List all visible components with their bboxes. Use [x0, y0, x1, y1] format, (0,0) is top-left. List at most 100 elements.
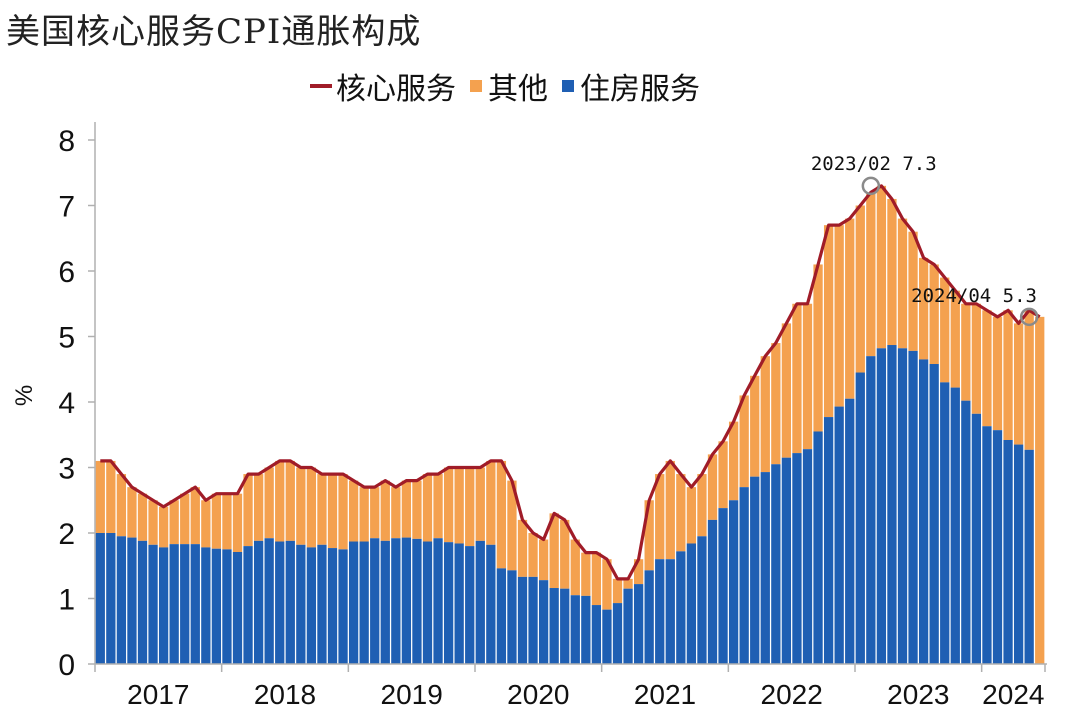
shelter-bar — [169, 544, 179, 664]
other-bar — [296, 467, 306, 545]
other-bar — [317, 474, 327, 545]
shelter-bar — [370, 538, 380, 664]
other-bar — [348, 480, 359, 542]
other-bar — [992, 316, 1003, 431]
shelter-bar — [707, 519, 718, 664]
shelter-bar — [813, 431, 823, 664]
y-tick-label: 6 — [58, 256, 75, 289]
other-bar — [982, 310, 992, 427]
shelter-bar — [116, 536, 127, 664]
other-bar — [496, 460, 507, 569]
other-bar — [739, 395, 749, 488]
other-bar — [422, 474, 433, 542]
shelter-bar — [676, 551, 686, 664]
other-bar — [243, 474, 253, 547]
shelter-bar — [327, 548, 338, 664]
shelter-bar — [940, 382, 950, 664]
other-bar — [697, 474, 707, 537]
other-bar — [264, 467, 274, 539]
shelter-bar — [137, 540, 148, 664]
shelter-bar — [728, 500, 739, 664]
other-bar — [327, 474, 338, 549]
shelter-bar — [845, 398, 855, 664]
other-bar — [528, 533, 538, 577]
legend-item-core: 核心服务 — [310, 64, 456, 108]
shelter-bar — [760, 472, 770, 664]
legend-line-swatch — [310, 84, 332, 88]
shelter-bar — [612, 603, 623, 664]
shelter-bar — [222, 549, 232, 664]
chart-title: 美国核心服务CPI通胀构成 — [6, 12, 422, 52]
chart-legend: 核心服务 其他 住房服务 — [310, 64, 714, 108]
other-bar — [560, 519, 570, 589]
shelter-bar — [528, 576, 538, 664]
other-bar — [465, 467, 475, 547]
series-other-bars — [95, 185, 1045, 664]
other-bar — [950, 290, 960, 388]
other-bar — [275, 460, 285, 542]
shelter-bar — [560, 588, 570, 664]
y-tick-label: 3 — [58, 453, 75, 486]
shelter-bar — [570, 595, 580, 664]
other-bar — [232, 493, 243, 552]
x-tick-label: 2022 — [761, 679, 823, 710]
other-bar — [971, 303, 982, 414]
shelter-bar — [1013, 444, 1024, 664]
shelter-bar — [475, 540, 485, 664]
x-tick-label: 2023 — [887, 679, 949, 710]
shelter-bar — [433, 538, 443, 664]
shelter-bar — [338, 549, 348, 664]
shelter-bar — [348, 541, 359, 664]
shelter-bar — [802, 449, 813, 664]
other-bar — [961, 303, 971, 401]
other-bar — [591, 552, 602, 606]
other-bar — [222, 493, 232, 550]
other-bar — [644, 500, 654, 571]
other-bar — [792, 303, 802, 454]
shelter-bar — [380, 540, 390, 664]
shelter-bar — [359, 541, 369, 664]
shelter-bar — [792, 453, 802, 664]
other-bar — [665, 460, 675, 560]
other-bar — [940, 277, 950, 383]
annotation-label: 2024/04 5.3 — [911, 285, 1037, 307]
y-axis-label: % — [11, 385, 38, 406]
core-services-line — [100, 184, 1041, 581]
x-tick-label: 2018 — [254, 679, 316, 710]
legend-item-shelter: 住房服务 — [562, 64, 700, 108]
legend-box-swatch — [562, 80, 574, 92]
other-bar — [412, 480, 422, 539]
shelter-bar — [296, 544, 306, 664]
other-bar — [612, 578, 623, 604]
other-bar — [359, 487, 369, 542]
series-core-line — [100, 184, 1041, 581]
other-bar — [802, 303, 813, 450]
other-bar — [866, 192, 876, 357]
axes: 0 1 2 3 4 5 6 7 8% 2017 2018 2019 2020 2021 2022 2023 20… — [11, 122, 1047, 710]
shelter-bar — [507, 570, 517, 664]
shelter-bar — [549, 588, 559, 664]
shelter-bar — [866, 356, 876, 664]
other-bar — [190, 487, 200, 545]
other-bar — [137, 493, 148, 541]
shelter-bar — [232, 551, 243, 664]
shelter-bar — [401, 537, 412, 664]
x-tick-label: 2017 — [127, 679, 189, 710]
shelter-bar — [834, 406, 844, 664]
shelter-bar — [855, 372, 865, 664]
shelter-bar — [591, 605, 602, 664]
x-tick-label: 2021 — [634, 679, 696, 710]
shelter-bar — [665, 559, 675, 664]
x-tick-label: 2020 — [507, 679, 569, 710]
other-bar — [116, 474, 127, 537]
other-bar — [158, 506, 169, 548]
other-bar — [306, 467, 317, 548]
shelter-bar — [211, 548, 222, 664]
other-bar — [454, 467, 464, 544]
legend-label-other: 其他 — [488, 72, 548, 107]
shelter-bar — [275, 541, 285, 664]
legend-box-swatch — [470, 80, 482, 92]
shelter-bar — [781, 457, 792, 664]
other-bar — [750, 375, 760, 477]
